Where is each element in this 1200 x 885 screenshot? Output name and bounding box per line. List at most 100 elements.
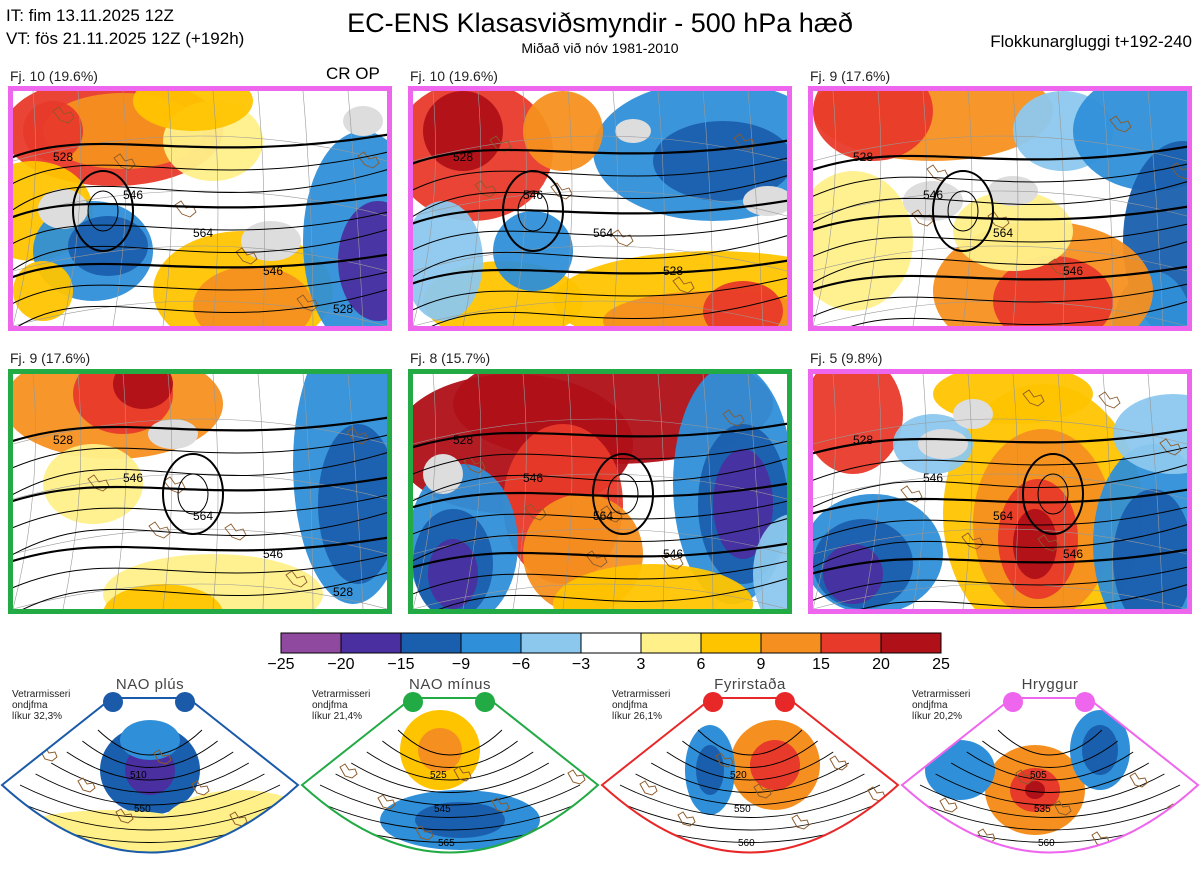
contour-label: 546 [523,471,543,485]
regime-map: 525 545 565 [300,697,600,854]
cluster-1-map: 528 546 564 546 528 [8,86,392,331]
init-time: IT: fim 13.11.2025 12Z [6,6,174,25]
colorbar-segment [400,632,462,654]
contour-label: 564 [993,226,1013,240]
anomaly-area [713,449,773,559]
classification-window: Flokkunargluggi t+192-240 [990,32,1192,51]
contour-label: 564 [993,509,1013,523]
colorbar-tick: −15 [387,656,415,673]
contour-label: 560 [1038,838,1055,849]
contour-label: 560 [738,838,755,849]
colorbar-segment [640,632,702,654]
regime-meta-line: ondjfma [12,700,48,711]
regime-marker [1003,692,1023,712]
contour-label: 528 [453,433,473,447]
colorbar-tick: −25 [267,656,295,673]
regime-marker [103,692,123,712]
anomaly-area [13,261,73,321]
contour-label: 546 [123,471,143,485]
colorbar-tick: 25 [932,656,950,673]
regime-map: 505 535 560 [900,697,1200,854]
anomaly-area [133,91,253,131]
contour-label: 525 [430,770,447,781]
cluster-3-map: 528 546 564 546 [808,86,1192,331]
colorbar-segment [760,632,822,654]
contour-label: 550 [734,804,751,815]
cluster-6-map: 528 546 564 546 [808,369,1192,614]
anomaly-area [113,374,173,409]
cluster-2-map: 528 546 564 528 [408,86,792,331]
regime-meta-line: Vetrarmisseri [312,689,371,700]
regime-meta-line: Vetrarmisseri [912,689,971,700]
contour-label: 528 [663,264,683,278]
colorbar-segment [580,632,642,654]
contour-label: 528 [53,433,73,447]
regime-marker [703,692,723,712]
regime-marker [1075,692,1095,712]
anomaly-area [703,281,783,326]
regime-meta-line: ondjfma [912,700,948,711]
regime-marker [475,692,495,712]
regime-meta-line: Vetrarmisseri [612,689,671,700]
contour-label: 545 [434,804,451,815]
colorbar-segment [460,632,522,654]
regime-meta: Vetrarmisseri ondjfma líkur 26,1% [612,689,670,722]
regime-meta: Vetrarmisseri ondjfma líkur 32,3% [12,689,70,722]
cluster-4-label: Fj. 9 (17.6%) [10,350,91,366]
anomaly-area [750,740,800,790]
cluster-2-label: Fj. 10 (19.6%) [410,68,498,84]
colorbar-tick: −20 [327,656,355,673]
contour-label: 546 [1063,547,1083,561]
contour-label: 546 [923,188,943,202]
regime-marker [403,692,423,712]
contour-label: 510 [130,770,147,781]
regime-name: NAO plús [115,676,185,693]
regime-marker [775,692,795,712]
contour-label: 564 [593,509,613,523]
contour-label: 564 [193,226,213,240]
anomaly-area [953,191,1073,271]
contour-label: 564 [193,509,213,523]
anomaly-area [120,720,180,760]
colorbar-segment [820,632,882,654]
contour-label: 546 [663,547,683,561]
colorbar-tick: 15 [812,656,830,673]
anomaly-area [813,91,933,161]
regime-meta: Vetrarmisseri ondjfma líkur 20,2% [912,689,970,722]
regime-map: 510 550 [0,697,300,854]
colorbar-segment [700,632,762,654]
colorbar-segment [280,632,342,654]
regime-map: 520 550 560 [600,697,900,854]
contour-label: 528 [53,150,73,164]
page-title: EC-ENS Klasasviðsmyndir - 500 hPa hæð [347,8,853,38]
anomaly-area [338,201,387,321]
init-time-block: IT: fim 13.11.2025 12Z VT: fös 21.11.202… [6,4,244,50]
contour-label: 505 [1030,770,1047,781]
anomaly-colorbar [280,632,942,654]
contour-label: 528 [453,150,473,164]
colorbar-tick: −9 [451,656,471,673]
cluster-1-label: Fj. 10 (19.6%) [10,68,98,84]
colorbar-segment [340,632,402,654]
contour-label: 565 [438,838,455,849]
colorbar-segment [880,632,942,654]
regime-meta: Vetrarmisseri ondjfma líkur 21,4% [312,689,370,722]
regime-meta-line: Vetrarmisseri [12,689,71,700]
contour-label: 546 [523,188,543,202]
anomaly-area [823,544,883,604]
contour-label: 546 [263,264,283,278]
valid-time: VT: fös 21.11.2025 12Z (+192h) [6,29,245,48]
contour-label: 550 [134,804,151,815]
cluster-3-label: Fj. 9 (17.6%) [810,68,891,84]
regime-marker [175,692,195,712]
anomaly-area [1113,489,1187,609]
regime-name: Hryggur [1021,676,1079,693]
anomaly-area [43,444,143,524]
contour-label: 520 [730,770,747,781]
anomaly-area [1082,725,1118,775]
colorbar-tick: 6 [696,656,706,673]
contour-label: 528 [853,433,873,447]
cluster-5-label: Fj. 8 (15.7%) [410,350,491,366]
contour-label: 528 [333,585,353,599]
regime-name: NAO mínus [408,676,492,693]
